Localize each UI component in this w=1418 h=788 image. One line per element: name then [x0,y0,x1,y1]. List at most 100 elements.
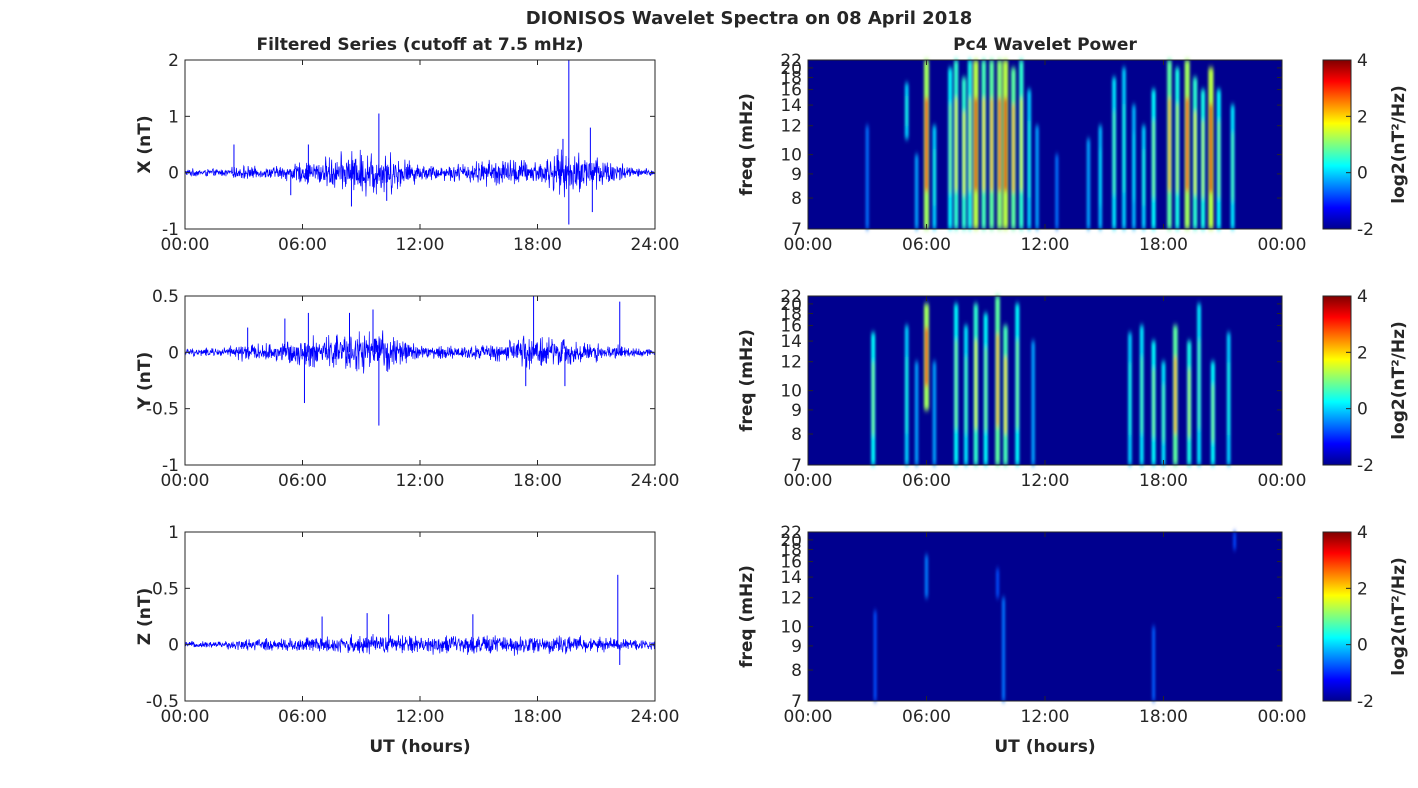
burst-core-y [1174,356,1177,434]
ylabel-series-x: X (nT) [135,115,155,173]
wavelet-y-xtick-label: 18:00 [1139,471,1188,491]
burst-glow-z [996,568,1000,598]
burst-core-y [1211,384,1214,442]
wavelet-x-xtick-label: 12:00 [1021,235,1070,255]
freq-tick-label-z: 12 [780,589,802,609]
burst-core-x [1201,120,1205,198]
burst-core-x [1028,120,1031,198]
burst-core-x [1113,111,1116,195]
figure-title: DIONISOS Wavelet Spectra on 08 April 201… [526,8,973,29]
wavelet-y-xtick-label: 06:00 [902,471,951,491]
burst-core-x [1217,120,1220,198]
freq-tick-label-x: 12 [780,117,802,137]
colorbar-gradient-z [1322,531,1352,702]
series-y-xtick-label: 24:00 [631,471,680,491]
series-z-xtick-label: 12:00 [396,707,445,727]
ytick-label-z: 0 [168,636,179,656]
wavelet-z-xtick-label: 06:00 [902,707,951,727]
burst-core-y [965,356,967,434]
burst-core-y [1152,368,1155,438]
colorbar-tick-label-x: -2 [1357,220,1374,240]
plot-area-x [185,60,655,229]
ytick-label-y: -1 [162,456,179,476]
freq-tick-label-z: 9 [791,637,802,657]
spectrogram-background-z [808,532,1282,701]
series-panel-y: -1 -0.5 0 0.5 00:00 06:00 12:00 18:00 24:00 Y (nT… [135,287,680,491]
series-z-xtick-label: 24:00 [631,707,680,727]
colorbar-tick-label-x: 2 [1357,107,1368,127]
burst-glow-x [865,125,869,229]
burst-core-x [1142,148,1145,206]
freq-tick-label-z: 10 [780,618,802,638]
freq-tick-label-z: 16 [780,553,802,573]
burst-core-y [1227,362,1230,436]
left-column-title: Filtered Series (cutoff at 7.5 mHz) [256,35,583,55]
burst-core-y [925,327,928,387]
burst-core-x [998,98,1001,191]
burst-glow-x [914,154,919,229]
freq-tick-label-y: 8 [791,425,802,445]
freq-tick-label-y: 16 [780,317,802,337]
ytick-label-z: -0.5 [146,692,179,712]
series-x-xtick-label: 06:00 [278,235,327,255]
spectrogram-bursts-x [865,60,1235,230]
burst-core-x [968,98,971,191]
wavelet-y-xtick-label: 00:00 [784,471,833,491]
freq-tick-label-y: 20 [780,295,802,315]
ytick-label-x: 1 [168,107,179,127]
burst-core-x [949,104,952,193]
burst-glow-z [1233,532,1236,550]
ytick-label-x: 2 [168,51,179,71]
freq-tick-label-y: 10 [780,382,802,402]
burst-core-x [905,95,908,127]
ytick-label-y: 0.5 [152,287,179,307]
freq-tick-label-z: 22 [780,523,802,543]
freq-tick-label-x: 9 [791,165,802,185]
colorbar-tick-label-z: -2 [1357,692,1374,712]
burst-glow-z [873,610,877,701]
burst-core-x [925,98,928,191]
left-xlabel: UT (hours) [369,737,470,757]
freq-tick-label-y: 12 [780,353,802,373]
burst-core-y [1188,368,1191,438]
series-z-xtick-label: 00:00 [161,707,210,727]
burst-core-x [1231,132,1234,202]
burst-glow-y [932,361,937,465]
burst-core-y [1198,340,1201,429]
series-z-xtick-label: 18:00 [513,707,562,727]
colorbar-label-x: log2(nT²/Hz) [1389,85,1409,204]
plot-area-y [185,296,655,465]
trace-line-x [184,148,656,198]
freq-tick-label-x: 20 [780,59,802,79]
wavelet-x-xtick-label: 00:00 [784,235,833,255]
burst-core-x [1012,104,1015,193]
freq-tick-label-z: 14 [780,568,802,588]
ylabel-series-z: Z (nT) [135,588,155,645]
plot-area-z [185,532,655,701]
freq-tick-label-y: 22 [780,287,802,307]
series-x-xtick-label: 24:00 [631,235,680,255]
burst-core-y [1162,384,1165,442]
series-y-xtick-label: 06:00 [278,471,327,491]
burst-core-y [955,340,958,429]
freq-tick-label-x: 10 [780,146,802,166]
trace-line-y [184,330,656,374]
ytick-label-y: -0.5 [146,400,179,420]
freq-tick-label-y: 14 [780,332,802,352]
spectrogram-bursts-z [873,532,1236,701]
freq-tick-label-y: 9 [791,401,802,421]
colorbar-tick-label-z: 0 [1357,636,1368,656]
burst-core-x [933,148,936,206]
colorbar-tick-label-x: 4 [1357,51,1368,71]
series-x-xtick-label: 00:00 [161,235,210,255]
burst-core-x [1194,111,1197,195]
burst-core-x [1209,104,1213,193]
freq-tick-label-z: 18 [780,541,802,561]
colorbar-x: -2 0 2 4 log2(nT²/Hz) [1322,51,1409,240]
burst-core-x [974,98,978,191]
right-xlabel: UT (hours) [994,737,1095,757]
